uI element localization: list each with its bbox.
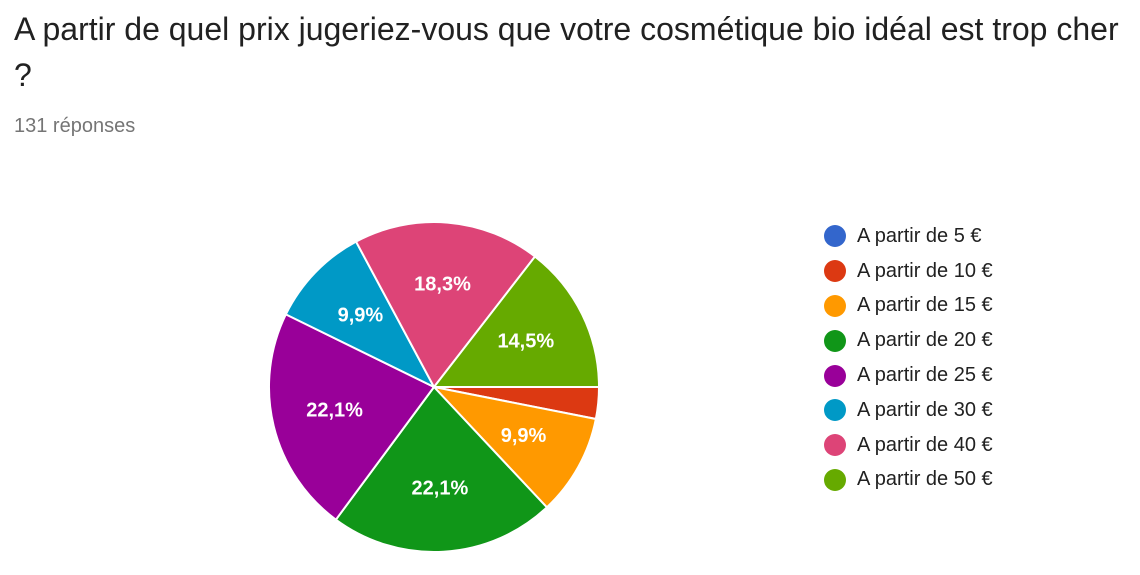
slice-label-4: 22,1% bbox=[306, 399, 363, 421]
response-count: 131 réponses bbox=[14, 115, 136, 137]
legend-item-6: A partir de 40 € bbox=[824, 428, 993, 463]
legend-label: A partir de 20 € bbox=[857, 329, 993, 352]
pie-slice-7 bbox=[431, 255, 601, 388]
chart-legend: A partir de 5 € A partir de 10 € A partir … bbox=[824, 219, 993, 497]
legend-label: A partir de 15 € bbox=[857, 294, 993, 317]
slice-label-3: 22,1% bbox=[412, 477, 469, 499]
slice-label-5: 9,9% bbox=[338, 304, 384, 326]
legend-swatch-icon bbox=[824, 434, 846, 457]
legend-swatch-icon bbox=[824, 225, 846, 248]
legend-swatch-icon bbox=[824, 294, 846, 317]
legend-label: A partir de 5 € bbox=[857, 224, 982, 247]
question-title: A partir de quel prix jugeriez-vous que … bbox=[14, 11, 1119, 93]
slice-label-2: 9,9% bbox=[501, 425, 547, 447]
slice-label-6: 18,3% bbox=[414, 273, 471, 295]
legend-label: A partir de 10 € bbox=[857, 259, 993, 282]
legend-swatch-icon bbox=[824, 329, 846, 352]
legend-item-3: A partir de 20 € bbox=[824, 323, 993, 358]
legend-swatch-icon bbox=[824, 260, 846, 283]
legend-swatch-icon bbox=[824, 399, 846, 422]
legend-label: A partir de 30 € bbox=[857, 398, 993, 421]
legend-item-2: A partir de 15 € bbox=[824, 289, 993, 324]
legend-label: A partir de 25 € bbox=[857, 364, 993, 387]
legend-label: A partir de 50 € bbox=[857, 468, 993, 491]
pie-slice-4 bbox=[268, 313, 436, 522]
pie-slice-2 bbox=[431, 385, 598, 509]
legend-item-5: A partir de 30 € bbox=[824, 393, 993, 428]
legend-swatch-icon bbox=[824, 468, 846, 491]
legend-item-7: A partir de 50 € bbox=[824, 463, 993, 498]
pie-slice-5 bbox=[284, 240, 437, 390]
slice-label-7: 14,5% bbox=[497, 330, 554, 352]
pie-slice-6 bbox=[354, 221, 537, 389]
pie-slice-3 bbox=[334, 385, 549, 553]
legend-item-4: A partir de 25 € bbox=[824, 358, 993, 393]
legend-label: A partir de 40 € bbox=[857, 433, 993, 456]
legend-item-0: A partir de 5 € bbox=[824, 219, 993, 254]
legend-swatch-icon bbox=[824, 364, 846, 387]
legend-item-1: A partir de 10 € bbox=[824, 254, 993, 289]
